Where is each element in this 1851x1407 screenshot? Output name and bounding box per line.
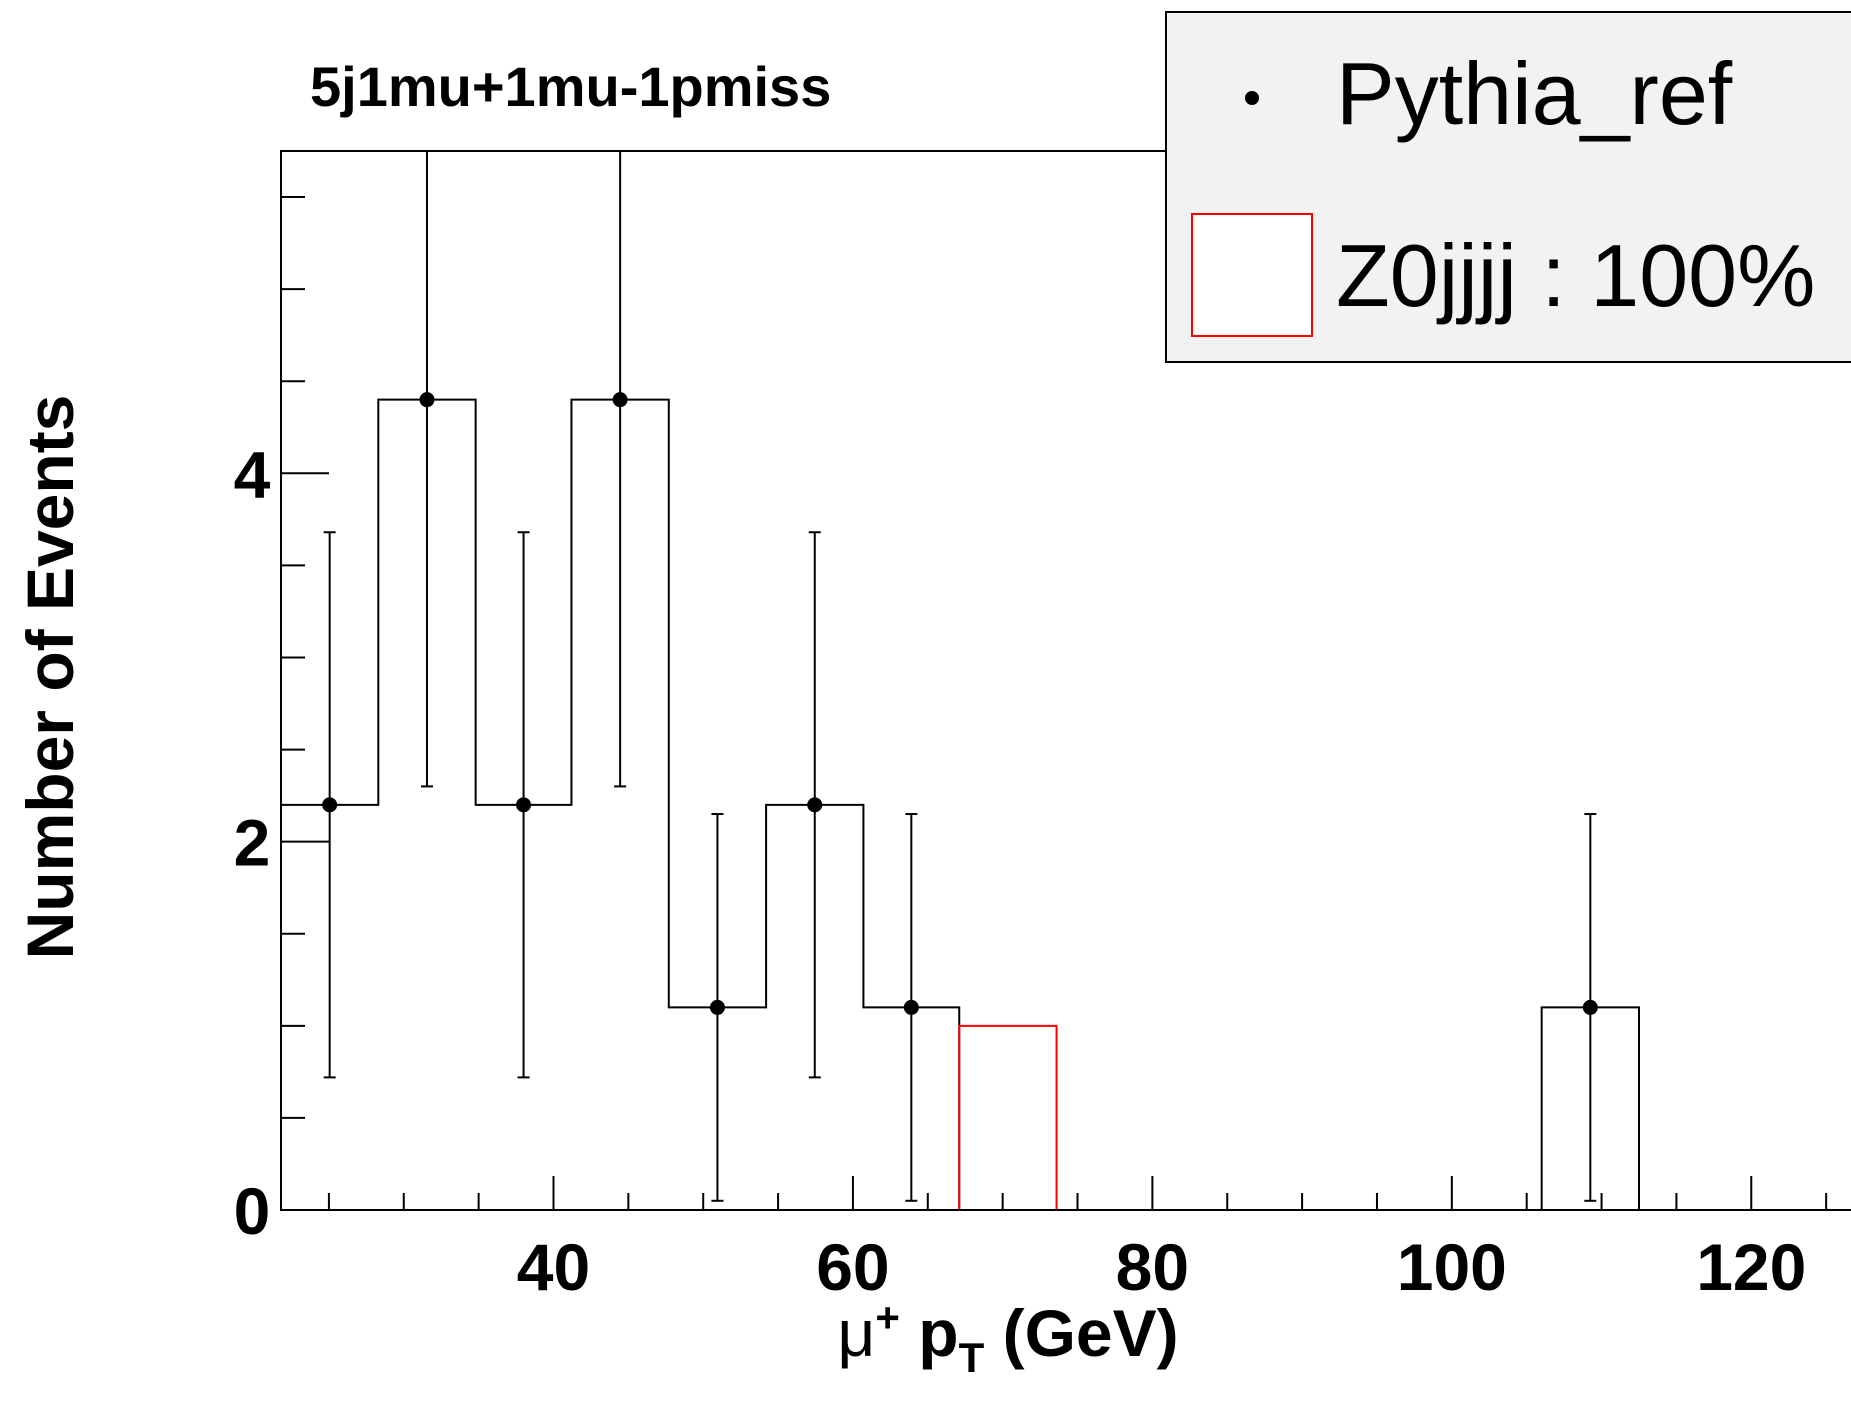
x-tick-label: 120 [1696,1230,1806,1304]
x-axis-title: μ+ pT (GeV) [837,1294,1178,1381]
data-point [1582,999,1598,1015]
x-axis-title-mu: μ [837,1296,875,1370]
data-point [903,999,919,1015]
x-axis-title-p: p [900,1296,959,1370]
x-tick-label: 40 [517,1230,590,1304]
y-axis-title: Number of Events [13,395,87,960]
x-tick-label: 60 [816,1230,889,1304]
y-tick-label: 0 [234,1174,271,1248]
data-point [322,797,338,813]
x-tick-label: 80 [1116,1230,1189,1304]
x-axis-title-sup: + [875,1294,900,1341]
x-axis-title-unit: (GeV) [984,1296,1178,1370]
data-point [419,392,435,408]
data-point [612,392,628,408]
x-axis-title-sub: T [959,1334,985,1381]
series-1-outline [281,1024,1851,1211]
axis-ticks: 40 60 80 100 120 0 2 4 [234,196,1828,1304]
legend: Pythia_ref Z0jjjj : 100% [1165,11,1851,363]
data-point [516,797,532,813]
y-tick-label: 2 [234,806,271,880]
legend-marker-pythia-ref [1245,91,1259,105]
legend-marker-z0jjjj [1191,213,1313,337]
data-point [807,797,823,813]
legend-label-pythia-ref: Pythia_ref [1336,44,1733,143]
chart-title: 5j1mu+1mu-1pmiss [310,55,831,118]
data-point [709,999,725,1015]
y-tick-label: 4 [234,437,271,511]
series-1 [281,1024,1851,1211]
legend-label-z0jjjj: Z0jjjj : 100% [1336,226,1815,325]
plot-frame [280,150,1851,1211]
x-tick-label: 100 [1397,1230,1507,1304]
